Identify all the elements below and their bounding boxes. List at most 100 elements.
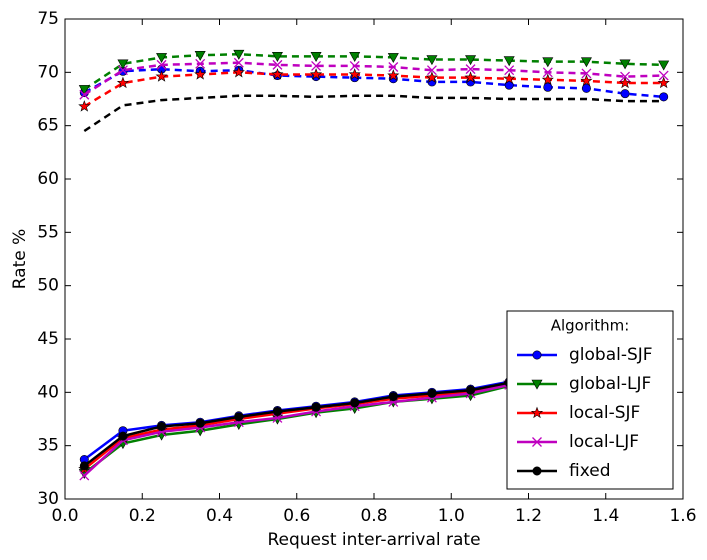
marker [465, 64, 476, 75]
x-tick-label: 1.6 [669, 506, 696, 526]
x-tick-label: 0.0 [51, 506, 78, 526]
marker [426, 55, 438, 66]
marker [311, 60, 322, 71]
marker [466, 385, 476, 395]
y-tick-label: 60 [37, 169, 59, 189]
marker [464, 71, 477, 83]
marker [157, 421, 167, 431]
marker [388, 392, 398, 402]
marker [349, 52, 361, 62]
marker [195, 58, 206, 69]
marker [427, 388, 437, 398]
legend-label: local-LJF [569, 432, 639, 452]
marker [156, 59, 167, 70]
marker [542, 57, 554, 68]
legend-label: global-SJF [569, 345, 653, 365]
marker [79, 461, 89, 471]
marker [234, 412, 244, 422]
marker [580, 57, 592, 68]
x-tick-label: 1.0 [438, 506, 465, 526]
marker [532, 466, 542, 476]
marker [271, 68, 284, 80]
marker [232, 65, 245, 78]
legend-title: Algorithm: [551, 317, 630, 335]
marker [117, 65, 128, 76]
y-tick-label: 30 [37, 489, 59, 509]
dashed-line [83, 71, 664, 108]
marker [310, 52, 322, 62]
marker [118, 431, 128, 441]
marker [272, 407, 282, 417]
x-axis-label: Request inter-arrival rate [267, 530, 480, 550]
x-tick-label: 0.8 [360, 506, 387, 526]
x-tick-label: 0.4 [206, 506, 233, 526]
marker [581, 68, 592, 79]
marker [348, 68, 361, 80]
legend-label: global-LJF [569, 374, 651, 394]
marker [311, 402, 321, 412]
marker [503, 56, 515, 67]
marker [426, 65, 437, 76]
marker [79, 89, 90, 100]
x-tick-label: 1.4 [592, 506, 619, 526]
marker [79, 470, 90, 481]
marker [542, 67, 553, 78]
y-tick-label: 55 [37, 222, 59, 242]
marker [503, 72, 516, 84]
dashed-line [83, 94, 664, 133]
marker [620, 71, 631, 82]
marker [388, 62, 399, 72]
marker [272, 59, 283, 70]
marker [271, 52, 283, 62]
marker [658, 70, 669, 81]
marker [620, 89, 630, 99]
marker [425, 71, 438, 83]
marker [531, 379, 543, 390]
marker [310, 68, 323, 80]
marker [465, 55, 477, 66]
marker [530, 406, 544, 419]
legend-label: fixed [569, 461, 611, 481]
marker [233, 57, 244, 68]
marker [659, 92, 669, 102]
marker [117, 59, 129, 70]
marker [195, 418, 205, 428]
x-tick-label: 0.6 [283, 506, 310, 526]
dashed-line [83, 52, 664, 91]
marker [78, 100, 91, 112]
y-tick-label: 75 [37, 9, 59, 29]
legend-label: local-SJF [569, 403, 640, 423]
x-tick-label: 0.2 [129, 506, 156, 526]
marker [532, 437, 542, 447]
y-tick-label: 70 [37, 62, 59, 82]
legend: Algorithm: global-SJF global-LJF local-SJF l… [506, 310, 674, 490]
marker [387, 53, 399, 64]
marker [233, 49, 245, 60]
y-tick-label: 45 [37, 329, 59, 349]
marker [580, 74, 593, 87]
legend-box [506, 310, 674, 490]
marker [658, 60, 670, 71]
y-tick-label: 35 [37, 436, 59, 456]
marker [272, 412, 283, 423]
marker [350, 398, 360, 408]
marker [349, 60, 360, 71]
marker [78, 85, 90, 96]
marker [581, 83, 591, 93]
marker [194, 68, 207, 80]
dashed-line [83, 67, 664, 99]
y-axis-label: Rate % [10, 229, 30, 290]
marker [532, 350, 542, 360]
marker [657, 76, 670, 89]
x-tick-label: 1.2 [515, 506, 542, 526]
marker [155, 70, 168, 82]
marker [541, 73, 554, 85]
y-tick-label: 40 [37, 382, 59, 402]
marker [504, 65, 515, 76]
marker [387, 69, 400, 81]
marker [619, 59, 631, 70]
marker [619, 76, 632, 89]
marker [543, 82, 553, 92]
dashed-line [83, 61, 664, 96]
